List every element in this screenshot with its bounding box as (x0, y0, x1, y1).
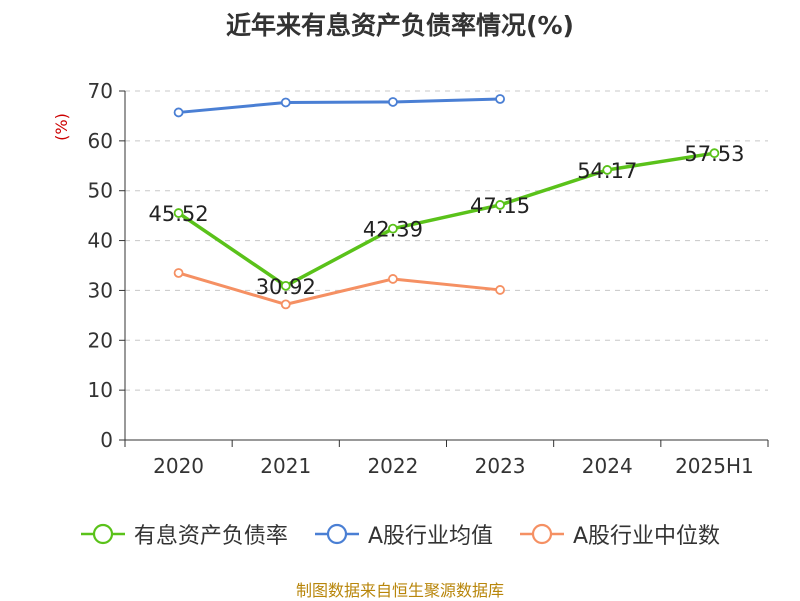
data-point (173, 268, 184, 278)
x-tick-label: 2021 (260, 454, 311, 478)
data-label: 54.17 (577, 159, 637, 183)
y-tick-label: 50 (88, 179, 113, 203)
data-label: 30.92 (256, 275, 316, 299)
legend-label: A股行业中位数 (573, 524, 721, 549)
y-tick-label: 10 (88, 378, 113, 402)
data-point (388, 223, 398, 234)
data-point (388, 97, 398, 107)
y-tick-label: 60 (88, 129, 113, 153)
legend-item[interactable]: A股行业中位数 (519, 518, 720, 550)
data-labels: 45.52 30.92 42.39 47.15 54.17 57.53 (149, 142, 745, 299)
y-tick-label: 0 (100, 428, 113, 452)
data-point (602, 165, 613, 175)
legend-label: 有息资产负债率 (133, 524, 288, 549)
x-tick-label: 2020 (153, 454, 204, 478)
data-point (280, 299, 291, 310)
gridlines (125, 90, 768, 391)
x-tick-label: 2023 (475, 454, 526, 478)
data-point (173, 107, 184, 118)
data-point (280, 280, 291, 291)
axes: 0 10 20 30 40 50 60 70 (%) 2020 2021 2022 2023 2024 20… (52, 79, 769, 478)
legend-swatch (80, 523, 125, 545)
data-point (495, 200, 505, 210)
data-label: 47.15 (470, 194, 530, 218)
legend-item[interactable]: A股行业均值 (314, 518, 493, 550)
data-label: 42.39 (363, 218, 423, 242)
data-label: 45.52 (149, 202, 209, 226)
legend-swatch (314, 523, 359, 545)
y-tick-label: 30 (88, 278, 113, 302)
series (173, 94, 720, 310)
data-point (709, 148, 720, 159)
source-note: 制图数据来自恒生聚源数据库 (295, 581, 504, 600)
y-tick-label: 70 (88, 79, 113, 103)
chart-title: 近年来有息资产负债率情况(%) (226, 11, 574, 40)
data-point (495, 285, 505, 295)
series-line (178, 97, 501, 114)
y-axis-label: (%) (52, 113, 71, 141)
y-tick-label: 20 (88, 328, 113, 352)
data-point (173, 208, 184, 218)
legend-swatch (520, 523, 564, 545)
data-label: 57.53 (684, 142, 744, 166)
legend-item[interactable]: 有息资产负债率 (80, 518, 288, 550)
x-tick-label: 2024 (582, 454, 633, 478)
x-tick-label: 2022 (367, 454, 418, 478)
data-point (388, 274, 398, 284)
legend-label: A股行业均值 (367, 524, 493, 549)
series-line (177, 151, 715, 288)
y-tick-label: 40 (88, 229, 113, 253)
legend: 有息资产负债率 A股行业均值 A股行业中位数 (0, 518, 800, 550)
series-line (178, 271, 501, 306)
data-point (280, 97, 291, 108)
data-point (495, 94, 505, 104)
x-tick-label: 2025H1 (675, 454, 754, 478)
